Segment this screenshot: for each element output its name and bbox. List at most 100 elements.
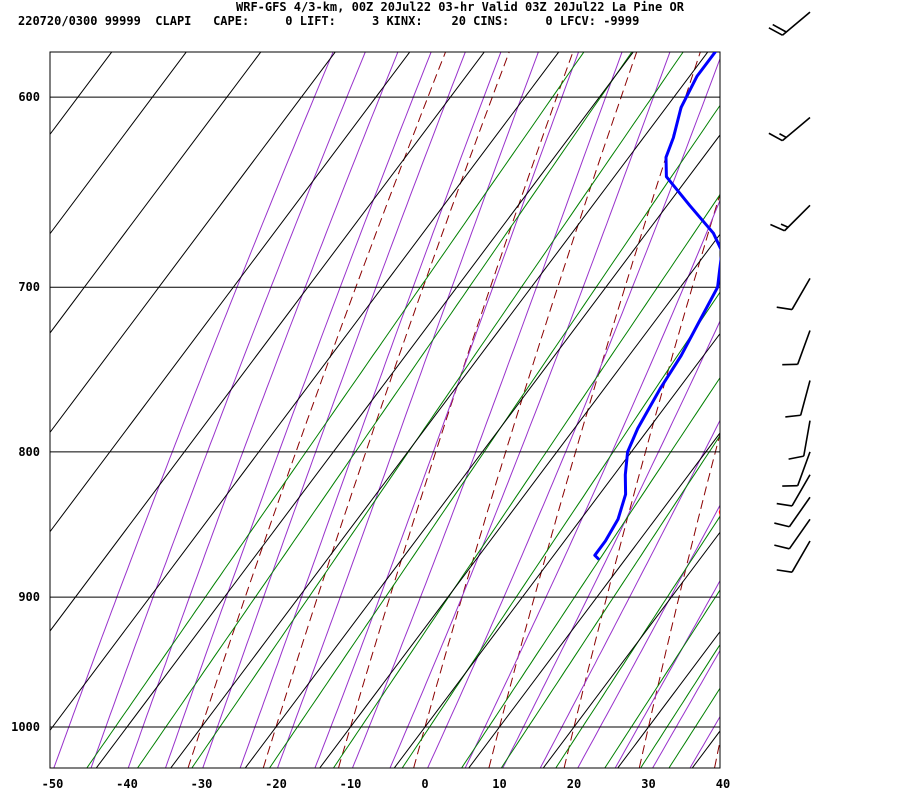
wind-barb <box>768 116 811 142</box>
x-tick-label: -40 <box>116 777 138 791</box>
wind-barb-staff <box>799 380 811 416</box>
dry-adiabat-line <box>563 192 720 768</box>
isotherm-line <box>50 52 336 434</box>
moist-adiabat-line <box>652 649 720 768</box>
moist-adiabat-line <box>202 52 466 768</box>
wind-barb-staff <box>791 277 811 310</box>
x-tick-label: 20 <box>567 777 581 791</box>
plot-frame <box>49 51 721 769</box>
wind-barb-feather <box>768 132 783 142</box>
wind-barb-staff <box>788 518 811 550</box>
x-tick-label: -20 <box>265 777 287 791</box>
isotherm-line <box>170 52 709 768</box>
isotherm-line <box>468 432 720 768</box>
wind-barb <box>788 420 811 460</box>
sounding-traces <box>593 52 720 561</box>
wind-barbs <box>768 11 811 574</box>
mixing-ratio-line <box>401 291 720 768</box>
wind-barb-feather <box>774 544 790 550</box>
mixing-ratio-line <box>191 52 684 768</box>
wind-barb <box>785 380 811 418</box>
moist-adiabat-line <box>689 715 720 768</box>
x-tick-label: -30 <box>191 777 213 791</box>
moist-adiabat-line <box>90 52 366 768</box>
wind-barb-feather <box>776 569 793 574</box>
x-tick-label: -10 <box>340 777 362 791</box>
mixing-ratio-line <box>268 104 720 768</box>
moist-adiabat-line <box>351 52 623 768</box>
wind-barb-staff <box>791 540 811 573</box>
moist-adiabat-line <box>314 52 580 768</box>
isotherm-line <box>50 52 262 334</box>
wind-barb-staff <box>796 330 811 365</box>
wind-barb-staff <box>783 204 811 232</box>
moist-adiabat-line <box>239 52 502 768</box>
moist-adiabat-line <box>464 199 720 768</box>
grid <box>0 0 720 781</box>
sounding-indices: 220720/0300 99999 CLAPI CAPE: 0 LIFT: 3 … <box>18 14 640 28</box>
isotherm-line <box>50 52 560 732</box>
moist-adiabat-line <box>614 579 720 768</box>
mixing-ratio-line <box>555 515 720 768</box>
dry-adiabats <box>187 0 900 781</box>
wind-barb <box>782 330 811 366</box>
dry-adiabat-line <box>863 0 900 781</box>
wind-barb <box>776 540 811 574</box>
dry-adiabat-line <box>488 52 701 768</box>
wind-barb-feather <box>772 23 787 33</box>
wind-barb-staff <box>802 420 811 457</box>
wind-barb <box>774 518 811 550</box>
mixing-ratio-lines <box>86 52 720 768</box>
moist-adiabat-line <box>276 52 539 768</box>
wind-barb <box>768 11 811 36</box>
isotherm-line <box>319 233 720 768</box>
mixing-ratio-line <box>668 687 720 768</box>
wind-barb-staff <box>791 474 811 507</box>
moist-adiabat-line <box>164 52 432 768</box>
wind-barb-feather <box>788 455 804 460</box>
y-tick-label: 1000 <box>11 720 40 734</box>
wind-barb-staff <box>796 451 811 486</box>
isotherm-line <box>0 0 390 781</box>
wind-barb <box>776 277 811 311</box>
wind-barb <box>774 496 811 528</box>
mixing-ratio-line <box>500 434 720 768</box>
wind-barb-feather <box>780 223 789 228</box>
wind-barb-feather <box>770 223 785 232</box>
dry-adiabat-line <box>638 431 720 768</box>
dry-adiabat-line <box>337 52 574 768</box>
isotherm-line <box>617 630 720 768</box>
wind-barb-staff <box>781 11 811 36</box>
axis-ticks: -50-40-30-20-100102030404005006007008009… <box>11 90 730 791</box>
isotherm-line <box>50 52 485 632</box>
wind-barb-feather <box>774 522 790 528</box>
isotherm-line <box>244 134 720 768</box>
mixing-ratio-line <box>136 52 633 768</box>
dry-adiabat-line <box>787 0 900 781</box>
wind-barb-feather <box>768 27 783 36</box>
y-tick-label: 800 <box>18 445 40 459</box>
mixing-ratio-line <box>461 376 720 768</box>
wind-barb-feather <box>779 133 787 139</box>
dewpoint-trace <box>593 52 720 561</box>
moist-adiabats <box>53 52 720 768</box>
wind-barb-feather <box>785 414 801 418</box>
mixing-ratio-line <box>86 52 585 768</box>
mixing-ratio-line <box>332 193 720 768</box>
x-tick-label: 10 <box>492 777 506 791</box>
y-tick-label: 600 <box>18 90 40 104</box>
x-tick-label: -50 <box>42 777 64 791</box>
moist-adiabat-line <box>389 52 671 768</box>
wind-barb-staff <box>781 116 811 142</box>
wind-barb-staff <box>788 496 811 528</box>
chart-title: WRF-GFS 4/3-km, 00Z 20Jul22 03-hr Valid … <box>236 0 684 14</box>
isotherm-line <box>691 730 720 768</box>
wind-barb <box>770 204 811 232</box>
moist-adiabat-line <box>539 419 720 768</box>
wind-barb <box>776 474 811 507</box>
dry-adiabat-line <box>262 52 510 768</box>
isotherm-line <box>393 332 720 768</box>
isotherm-line <box>50 52 187 235</box>
moist-adiabat-line <box>427 57 720 768</box>
